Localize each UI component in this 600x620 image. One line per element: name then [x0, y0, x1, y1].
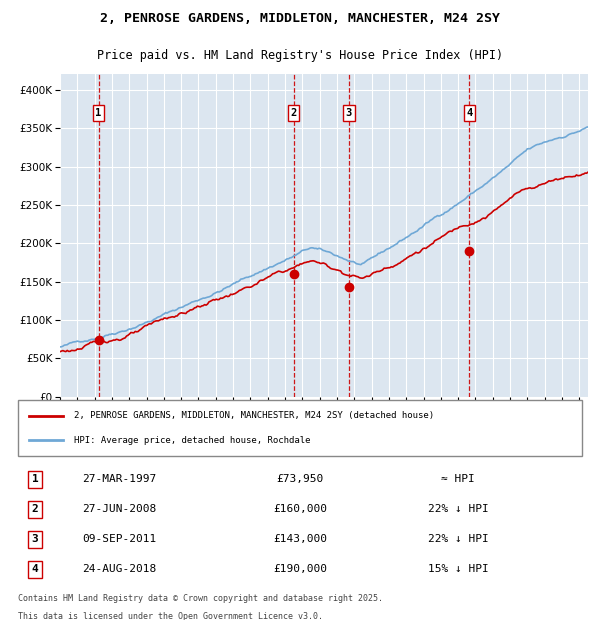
Text: 2, PENROSE GARDENS, MIDDLETON, MANCHESTER, M24 2SY (detached house): 2, PENROSE GARDENS, MIDDLETON, MANCHESTE… [74, 411, 434, 420]
Text: 27-MAR-1997: 27-MAR-1997 [82, 474, 157, 484]
Text: Contains HM Land Registry data © Crown copyright and database right 2025.: Contains HM Land Registry data © Crown c… [18, 594, 383, 603]
Text: £143,000: £143,000 [273, 534, 327, 544]
Text: 27-JUN-2008: 27-JUN-2008 [82, 504, 157, 514]
FancyBboxPatch shape [18, 400, 582, 456]
Text: HPI: Average price, detached house, Rochdale: HPI: Average price, detached house, Roch… [74, 436, 311, 445]
Text: 09-SEP-2011: 09-SEP-2011 [82, 534, 157, 544]
Text: 3: 3 [346, 108, 352, 118]
Text: 1: 1 [32, 474, 38, 484]
Text: 22% ↓ HPI: 22% ↓ HPI [428, 534, 488, 544]
Text: £73,950: £73,950 [277, 474, 323, 484]
Text: ≈ HPI: ≈ HPI [441, 474, 475, 484]
Text: 2: 2 [290, 108, 296, 118]
Text: 22% ↓ HPI: 22% ↓ HPI [428, 504, 488, 514]
Text: 1: 1 [95, 108, 102, 118]
Text: 2: 2 [32, 504, 38, 514]
Text: 4: 4 [466, 108, 473, 118]
Text: 24-AUG-2018: 24-AUG-2018 [82, 564, 157, 574]
Text: 2, PENROSE GARDENS, MIDDLETON, MANCHESTER, M24 2SY: 2, PENROSE GARDENS, MIDDLETON, MANCHESTE… [100, 12, 500, 25]
Text: This data is licensed under the Open Government Licence v3.0.: This data is licensed under the Open Gov… [18, 613, 323, 620]
Text: Price paid vs. HM Land Registry's House Price Index (HPI): Price paid vs. HM Land Registry's House … [97, 50, 503, 62]
Text: 3: 3 [32, 534, 38, 544]
Text: £190,000: £190,000 [273, 564, 327, 574]
Text: £160,000: £160,000 [273, 504, 327, 514]
Text: 15% ↓ HPI: 15% ↓ HPI [428, 564, 488, 574]
Text: 4: 4 [32, 564, 38, 574]
